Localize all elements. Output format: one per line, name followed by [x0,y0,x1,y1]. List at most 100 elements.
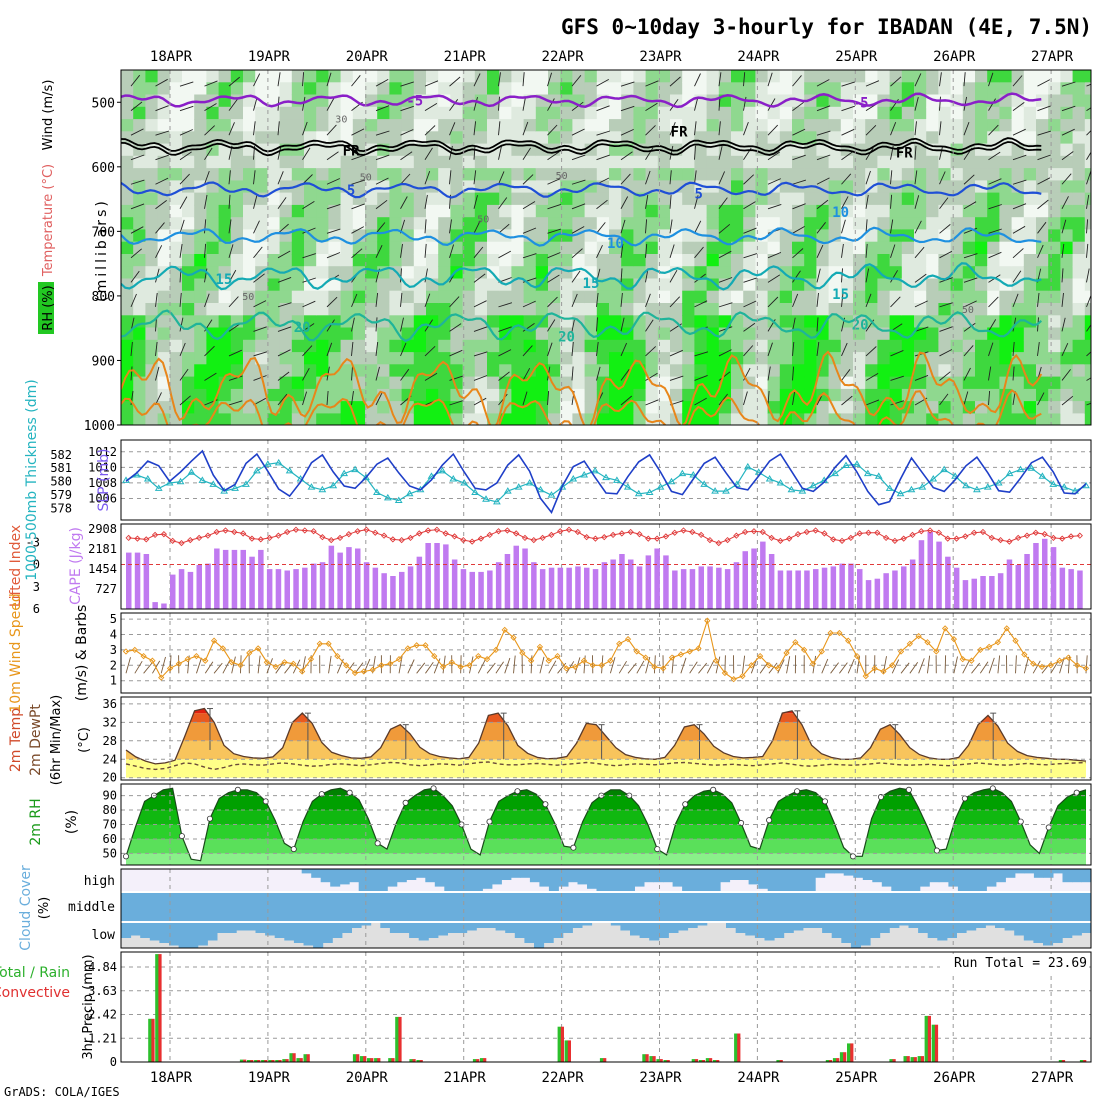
rh-point [290,846,297,853]
precip-convective-bar [377,1058,381,1062]
rh-cell [243,426,256,439]
rh-cell [975,106,988,120]
rh-cell [621,426,634,439]
wind-barb [865,194,869,209]
rh-cell [682,426,695,439]
thickness-point [1005,469,1014,477]
rh-cell [499,315,512,329]
wind-barb [645,399,659,406]
rh-cell [584,401,598,414]
rh-cell [890,426,903,439]
precip-convective-bar [843,1052,847,1062]
rh-cell [413,376,427,390]
rh-cell [560,290,573,304]
lifted-index-point [178,539,185,547]
rh-cell [218,339,232,353]
low-cloud-bar [341,923,352,933]
precip-convective-bar [829,1060,833,1062]
wind-barb [767,98,776,111]
rh-cell [548,131,561,145]
wind-barb [963,322,976,332]
rh-cell [291,254,305,267]
rh-cell [316,413,329,425]
wind-barb [596,199,608,210]
rh-cell [474,327,488,341]
wind-barb [620,317,625,332]
rh-cell [731,106,744,120]
lifted-index-point [442,530,449,537]
rh-cell [621,303,634,316]
rh-cell [938,401,951,414]
cape-bar [804,570,810,609]
rh-cell [657,131,671,145]
thickness-point [503,487,512,494]
rh-cell [584,339,598,353]
low-cloud-bar [1071,923,1082,936]
rh-cell [840,217,854,231]
rh-cell [767,388,781,402]
precip-convective-bar [158,954,162,1062]
rh-cell [926,315,939,329]
isotherm-label: -5 [852,95,869,111]
date-label-top: 19APR [248,49,291,65]
rh-cell [633,388,646,402]
rh-cell [1011,106,1025,120]
rh-cell [914,290,927,304]
rh-cell [413,143,427,157]
wind-barb [400,196,408,209]
rh-cell [596,352,610,365]
rh-point [961,795,968,802]
rh-cell [121,106,134,120]
rh-cell [1011,82,1025,96]
high-cloud-bar [358,869,369,891]
wind-barb [963,201,977,210]
wind-barb [816,341,820,356]
rh-cell [1048,266,1061,280]
rh-cell [755,339,768,353]
precip-convective-bar [292,1053,296,1062]
wind-barb [669,76,681,87]
temp-axis-label: 2m Temp [8,708,24,772]
rh-cell [987,217,1000,231]
rh-cell [621,376,634,390]
rh-cell [218,204,232,218]
rh-cell [719,426,732,439]
rh-cell [365,204,378,218]
rh-cell [182,352,195,365]
cape-bar [126,552,132,609]
rh-cell [682,339,695,353]
rh-cell [816,254,829,267]
rh-point [822,798,829,805]
wind-barb [228,244,234,258]
rh-cell [999,254,1012,267]
thickness-point [918,483,927,490]
rh-cell [389,192,402,206]
rh-cell [462,155,476,169]
wind-barb [277,197,287,210]
low-cloud-bar [130,923,141,936]
wind-barb [424,345,436,357]
rh-cell [243,241,256,255]
orange-isotherm [121,388,1042,425]
rh-cell [413,290,427,304]
rh-cell [389,131,402,145]
rh-cell [1012,426,1025,439]
rh-cell [914,131,927,145]
cape-bar [143,554,150,609]
rh-cell [633,131,646,145]
rh-point [206,815,213,822]
wind-barb [914,195,920,209]
middle-cloud-bar [377,893,388,921]
rh-cell [609,192,622,206]
precip-total-bar [712,1060,717,1062]
rh-cell [633,376,646,390]
wind-barb [498,197,508,210]
wind-barb [228,122,235,136]
rh-cell [328,106,341,120]
wind-speed-point [1003,625,1010,632]
wind-barb [277,349,291,357]
rh-cell [157,119,171,132]
low-cloud-bar [332,923,343,938]
rh-cell [572,241,585,255]
